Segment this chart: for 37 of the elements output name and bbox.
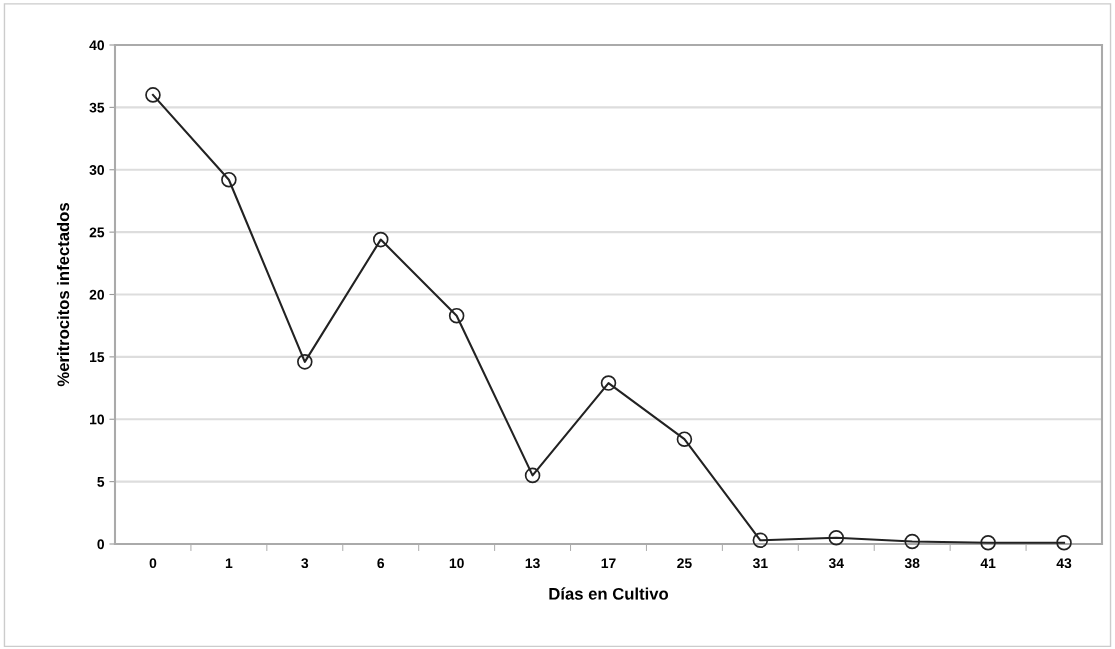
point bbox=[524, 467, 541, 484]
x-tick-label: 38 bbox=[904, 558, 920, 569]
x-tick-label: 31 bbox=[752, 558, 768, 569]
point bbox=[828, 529, 845, 546]
x-tick-label: 43 bbox=[1056, 558, 1072, 569]
y-tick-label: 15 bbox=[90, 352, 105, 363]
x-tick-label: 3 bbox=[301, 558, 309, 569]
x-tick-label: 10 bbox=[449, 558, 464, 569]
point bbox=[676, 431, 693, 447]
y-tick-label: 25 bbox=[89, 227, 105, 238]
y-axis-title: %eritrocitos infectados bbox=[56, 203, 70, 387]
point bbox=[752, 532, 769, 549]
x-tick-label: 13 bbox=[525, 558, 540, 569]
x-tick-label: 17 bbox=[601, 558, 616, 568]
point bbox=[1056, 534, 1072, 551]
x-tick-label: 25 bbox=[677, 558, 692, 569]
point bbox=[372, 231, 389, 248]
x-tick-label: 34 bbox=[828, 558, 844, 569]
x-tick-label: 6 bbox=[377, 558, 385, 569]
point bbox=[448, 307, 465, 324]
point bbox=[904, 533, 920, 550]
point bbox=[980, 534, 996, 551]
point bbox=[600, 375, 617, 391]
x-axis-title: Días en Cultivo bbox=[549, 587, 669, 600]
y-tick-label: 30 bbox=[89, 165, 105, 175]
y-tick-label: 20 bbox=[89, 289, 105, 300]
y-tick-label: 10 bbox=[90, 414, 105, 425]
point bbox=[297, 354, 313, 370]
y-tick-label: 40 bbox=[89, 40, 105, 51]
x-tick-label: 0 bbox=[149, 558, 157, 569]
y-tick-label: 5 bbox=[97, 477, 105, 487]
point bbox=[145, 87, 161, 103]
x-tick-label: 41 bbox=[980, 558, 996, 568]
y-tick-label: 0 bbox=[97, 539, 105, 550]
x-tick-label: 1 bbox=[225, 558, 233, 568]
point bbox=[221, 171, 237, 188]
y-tick-label: 35 bbox=[89, 102, 105, 113]
